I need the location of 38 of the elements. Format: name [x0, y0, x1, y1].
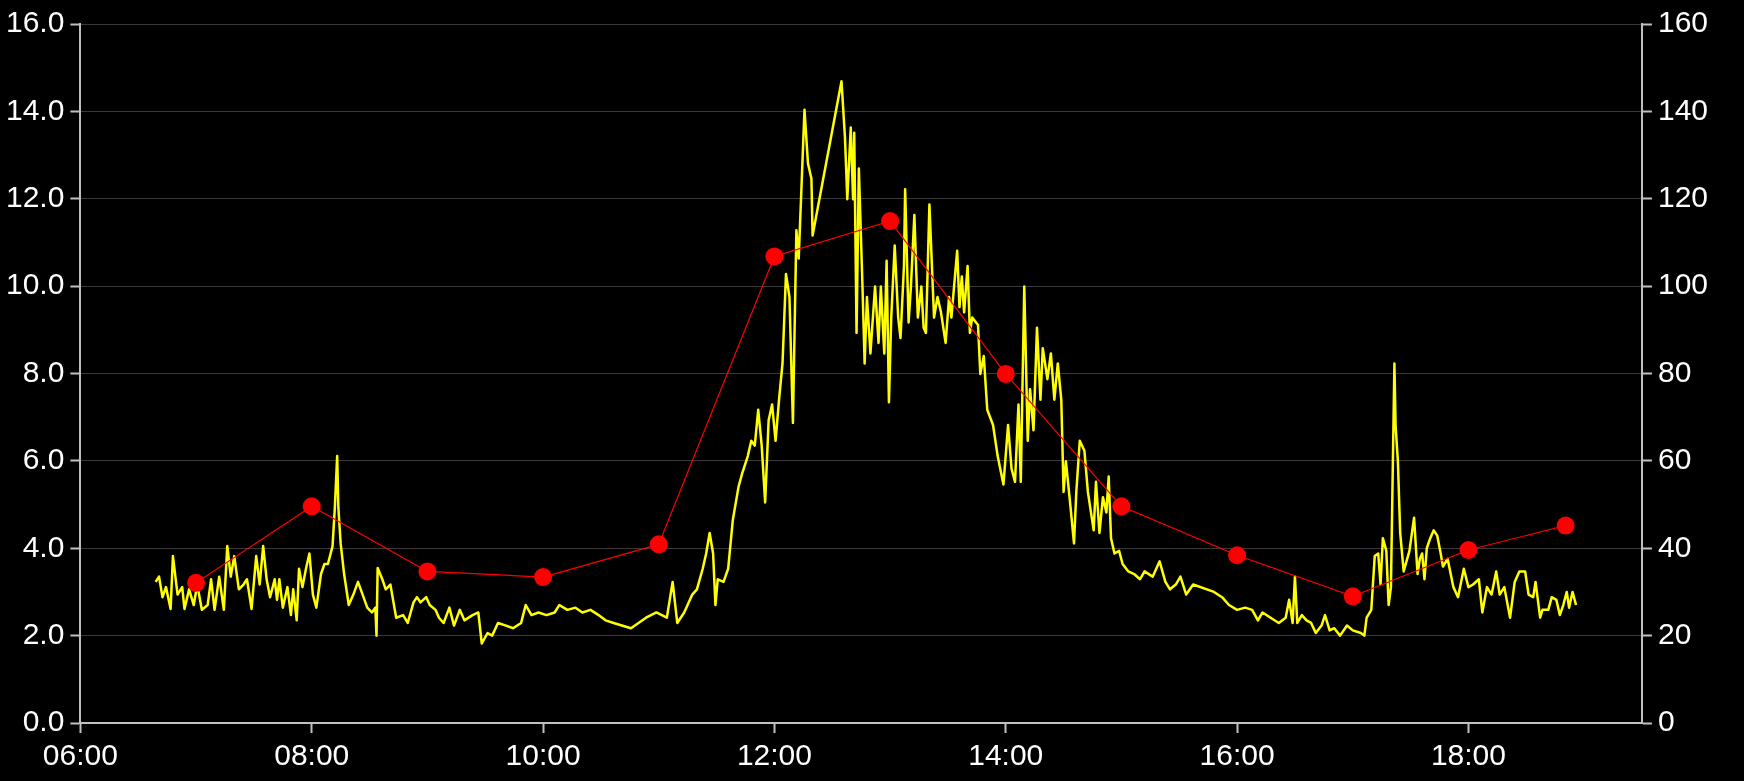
point	[1228, 546, 1247, 565]
x-tick-label: 14:00	[968, 738, 1044, 772]
y2-tick-label: 140	[1657, 92, 1709, 126]
point	[418, 562, 437, 581]
y-tick-label: 2.0	[22, 616, 65, 650]
y2-tick-label: 20	[1657, 616, 1692, 650]
point	[534, 568, 553, 587]
point	[302, 497, 321, 516]
x-tick-label: 12:00	[736, 738, 812, 772]
point	[1112, 497, 1131, 516]
point	[1343, 587, 1362, 606]
x-tick-label: 16:00	[1199, 738, 1275, 772]
x-tick-label: 10:00	[505, 738, 581, 772]
y2-tick-label: 100	[1657, 267, 1709, 301]
y-tick-label: 10.0	[6, 267, 65, 301]
y-tick-label: 0.0	[22, 704, 65, 738]
y2-tick-label: 120	[1657, 180, 1709, 214]
y-tick-label: 16.0	[6, 5, 65, 39]
y2-tick-label: 80	[1657, 354, 1692, 388]
y-tick-label: 12.0	[6, 180, 65, 214]
x-tick-label: 08:00	[274, 738, 350, 772]
point	[996, 364, 1015, 383]
point	[765, 247, 784, 266]
y2-tick-label: 0	[1657, 704, 1675, 738]
point	[881, 212, 900, 231]
x-tick-label: 18:00	[1430, 738, 1506, 772]
y-tick-label: 14.0	[6, 92, 65, 126]
point	[187, 573, 206, 592]
point	[649, 535, 668, 554]
y2-tick-label: 160	[1657, 5, 1709, 39]
y2-tick-label: 60	[1657, 442, 1692, 476]
y-tick-label: 6.0	[22, 442, 65, 476]
y-tick-label: 4.0	[22, 529, 65, 563]
y-tick-label: 8.0	[22, 354, 65, 388]
x-tick-label: 06:00	[42, 738, 118, 772]
point	[1459, 541, 1478, 559]
point	[1556, 516, 1575, 535]
y2-tick-label: 40	[1657, 529, 1692, 563]
